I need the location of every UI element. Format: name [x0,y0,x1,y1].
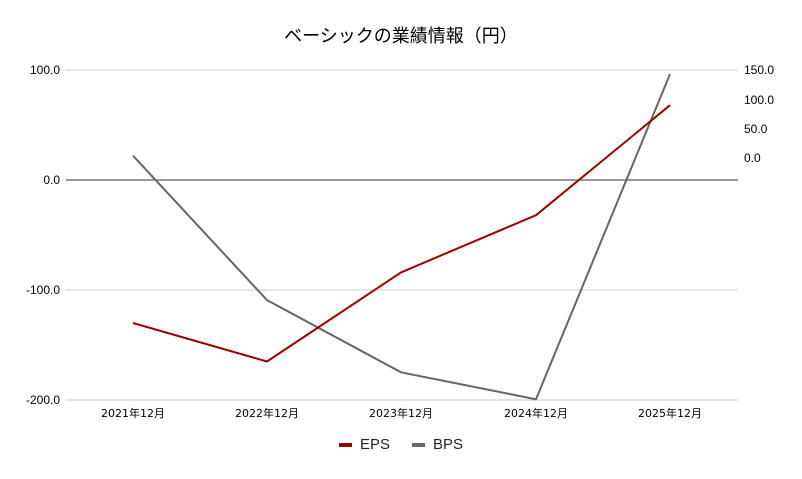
legend-label: EPS [359,436,390,453]
y-left-tick: 100.0 [30,63,60,77]
y-right-tick: 0.0 [744,151,761,165]
legend-item-eps[interactable]: EPS [338,436,390,453]
y-left-tick: -100.0 [26,283,60,297]
y-right-tick: 150.0 [744,63,774,77]
x-tick: 2021年12月 [101,406,165,420]
x-tick: 2023年12月 [369,406,433,420]
eps-swatch-icon [338,442,352,447]
y-right-tick: 50.0 [744,122,768,136]
chart-title: ベーシックの業績情報（円） [284,26,518,47]
x-tick: 2022年12月 [235,406,299,420]
legend: EPS BPS [0,436,802,453]
y-right-tick: 100.0 [744,93,774,107]
y-left-tick: 0.0 [43,173,60,187]
legend-label: BPS [433,436,464,453]
x-tick: 2025年12月 [638,406,702,420]
legend-item-bps[interactable]: BPS [412,436,463,453]
y-left-tick: -200.0 [26,393,60,407]
series-line-eps [132,104,671,363]
x-tick: 2024年12月 [504,406,568,420]
series-line-bps [132,73,671,401]
bps-swatch-icon [412,442,425,447]
